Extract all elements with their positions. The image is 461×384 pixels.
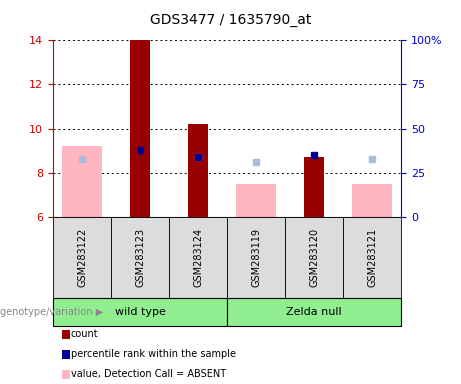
Text: GSM283122: GSM283122: [77, 228, 87, 287]
Text: GSM283119: GSM283119: [251, 228, 261, 287]
Bar: [130, 40, 150, 217]
Text: GDS3477 / 1635790_at: GDS3477 / 1635790_at: [150, 13, 311, 27]
Text: GSM283123: GSM283123: [135, 228, 145, 287]
Bar: [169, 217, 227, 298]
Text: percentile rank within the sample: percentile rank within the sample: [71, 349, 236, 359]
Text: value, Detection Call = ABSENT: value, Detection Call = ABSENT: [71, 369, 226, 379]
Bar: [236, 184, 276, 217]
Bar: [111, 217, 169, 298]
Bar: [227, 217, 285, 298]
Bar: [352, 184, 392, 217]
Bar: [304, 157, 324, 217]
Bar: [285, 217, 343, 298]
Bar: [227, 298, 401, 326]
Text: genotype/variation ▶: genotype/variation ▶: [0, 307, 103, 317]
Bar: [53, 217, 111, 298]
Text: count: count: [71, 329, 99, 339]
Bar: [62, 146, 102, 217]
Text: GSM283121: GSM283121: [367, 228, 377, 287]
Bar: [343, 217, 401, 298]
Text: GSM283120: GSM283120: [309, 228, 319, 287]
Bar: [53, 298, 227, 326]
Text: Zelda null: Zelda null: [286, 307, 342, 317]
Text: wild type: wild type: [115, 307, 165, 317]
Bar: [188, 124, 208, 217]
Text: GSM283124: GSM283124: [193, 228, 203, 287]
